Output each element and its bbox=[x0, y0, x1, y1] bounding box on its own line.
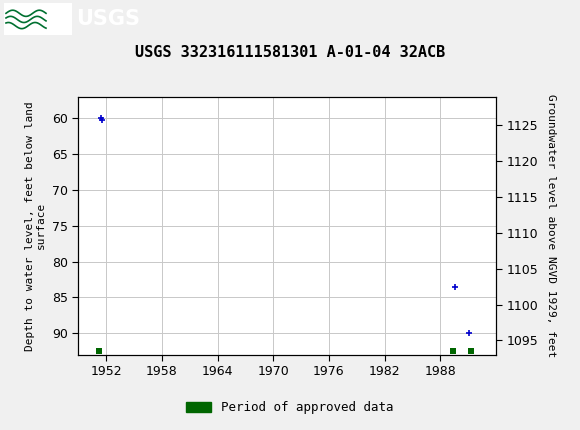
Bar bbox=[4, 3, 72, 35]
Text: USGS 332316111581301 A-01-04 32ACB: USGS 332316111581301 A-01-04 32ACB bbox=[135, 45, 445, 60]
Text: USGS: USGS bbox=[76, 9, 140, 29]
Y-axis label: Depth to water level, feet below land
surface: Depth to water level, feet below land su… bbox=[25, 101, 46, 350]
Legend: Period of approved data: Period of approved data bbox=[181, 396, 399, 419]
Y-axis label: Groundwater level above NGVD 1929, feet: Groundwater level above NGVD 1929, feet bbox=[546, 94, 556, 357]
